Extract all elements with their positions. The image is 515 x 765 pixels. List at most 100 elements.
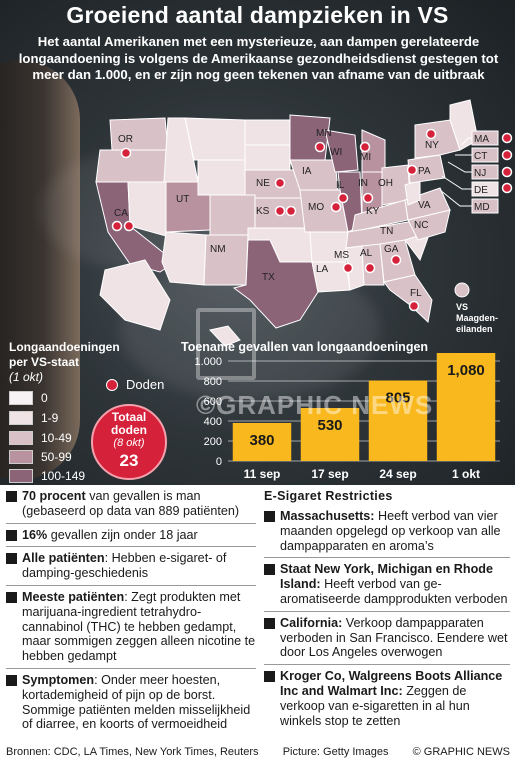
x-tick-label: 1 okt [452,467,480,481]
state-hi [209,325,241,347]
bar [300,408,360,461]
total-deaths-badge: Totaal doden (8 okt) 23 [91,404,167,480]
footer-copyright: © GRAPHIC NEWS [412,746,510,758]
y-tick-label: 1.000 [194,356,222,368]
bar [368,380,428,461]
death-dot [123,220,135,232]
state-wi [324,129,359,173]
bar-value-label: 1,080 [447,362,485,379]
death-dot [274,177,286,189]
state-label-il: IL [336,180,345,191]
legend-item: 10-49 [9,430,72,446]
restriction-item: Massachusetts: Heeft verbod van vier maa… [264,509,510,553]
state-label-ks: KS [256,206,270,217]
fact-item: Alle patiënten: Hebben e-sigaret- of dam… [6,551,256,581]
bar [232,423,292,461]
death-dot [359,141,371,153]
facts-column: 70 procent van gevallen is man (gebaseer… [6,489,256,736]
death-dot [501,132,513,144]
death-dot [274,205,286,217]
bar [436,353,496,461]
restriction-item: Staat New York, Michigan en Rhode Island… [264,562,510,606]
y-tick-label: 600 [204,396,222,408]
header-photo-panel: Groeiend aantal dampzieken in VS Het aan… [0,0,515,485]
state-label-ca: CA [114,208,128,219]
footer-picture-credit: Picture: Getty Images [282,746,389,758]
death-dot [501,166,513,178]
death-dot [406,164,418,176]
state-label-mi: MI [360,152,371,163]
y-tick-label: 0 [216,456,222,468]
state-label-in: IN [358,178,368,189]
state-label-ky: KY [366,206,380,217]
state-label-nm: NM [210,244,226,255]
death-dot [342,262,354,274]
state-label-or: OR [118,134,133,145]
callout-label-de: DE [474,185,488,196]
fact-item: 70 procent van gevallen is man (gebaseer… [6,489,256,519]
state-label-al: AL [360,248,373,259]
callout-label-nj: NJ [474,168,486,179]
death-dot [425,128,437,140]
page-title: Groeiend aantal dampzieken in VS [66,2,449,28]
state-label-ia: IA [302,166,312,177]
restrictions-column: E-Sigaret Restricties Massachusetts: Hee… [264,489,510,732]
state-label-va: VA [418,200,431,211]
state-ny [414,119,461,159]
state-label-oh: OH [378,178,393,189]
state-label-pa: PA [418,166,431,177]
y-tick-label: 400 [204,416,222,428]
state-label-wi: WI [330,147,342,158]
cases-bar-chart: 0 200 400 600 800 1.000 380 11 sep 530 17 sep 805 2… [194,353,496,481]
state-label-mo: MO [308,202,324,213]
state-tx [232,239,319,329]
death-dot [390,254,402,266]
state-label-nc: NC [414,220,428,231]
callout-label-ct: CT [474,151,487,162]
death-dot [408,300,420,312]
legend-title: Longaandoeningen per VS-staat [9,340,120,369]
graphic-news-logo-icon [196,308,256,380]
bar-value-label: 530 [317,417,342,434]
restrictions-title: E-Sigaret Restricties [264,489,393,503]
photo-person-silhouette [0,60,80,480]
legend-item: 0 [9,390,48,406]
death-dot [314,141,326,153]
death-dot [120,147,132,159]
y-tick-label: 800 [204,376,222,388]
restriction-item: California: Verkoop dampapparaten verbod… [264,616,510,660]
state-label-tn: TN [380,226,393,237]
state-va [404,187,451,221]
death-dot [285,205,297,217]
page-subtitle: Het aantal Amerikanen met een mysterieuz… [18,34,499,82]
watermark: ©GRAPHIC NEWS [196,390,434,420]
deaths-legend: Doden [106,377,164,392]
legend-date: (1 okt) [9,370,44,384]
legend-item: 1-9 [9,410,58,426]
footer: Bronnen: CDC, LA Times, New York Times, … [6,746,510,758]
state-label-ms: MS [334,250,349,261]
state-label-la: LA [316,264,329,275]
fact-item: Meeste patiënten: Zegt produkten met mar… [6,590,256,664]
callout-label-ma: MA [474,134,489,145]
state-label-fl: FL [410,288,422,299]
death-dot [362,192,374,204]
state-label-ne: NE [256,178,270,189]
chart-title: Toename gevallen van longaandoeningen [181,340,429,354]
restriction-item: Kroger Co, Walgreens Boots Alliance Inc … [264,669,510,728]
state-az [161,231,207,286]
footer-sources: Bronnen: CDC, LA Times, New York Times, … [6,746,259,758]
callout-label-md: MD [474,202,490,213]
state-label-mn: MN [316,128,332,139]
legend-item: 50-99 [9,449,72,465]
legend-item: 100-149 [9,468,85,484]
state-label-ga: GA [384,244,399,255]
state-label-ny: NY [425,140,439,151]
bar-value-label: 805 [385,390,410,407]
death-dot [364,262,376,274]
virgin-islands-label: VS Maagden-eilanden [456,302,498,334]
x-tick-label: 24 sep [379,467,416,481]
virgin-islands-marker [454,282,470,298]
state-fl [383,274,433,323]
death-dot [501,182,513,194]
